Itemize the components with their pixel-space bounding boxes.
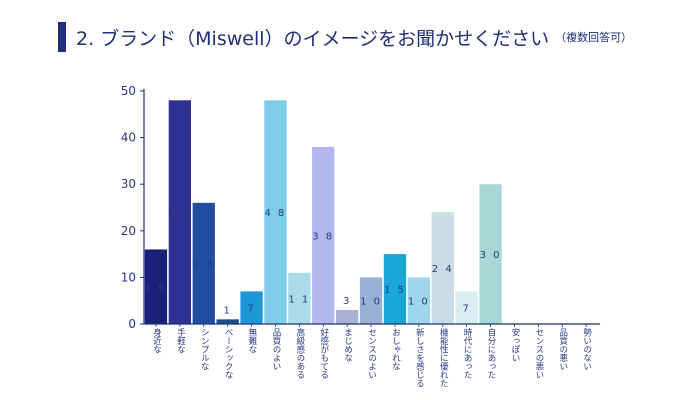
y-tick-label: 30 — [121, 177, 136, 191]
bar — [407, 277, 430, 324]
data-label: 1 1 — [288, 294, 310, 305]
y-tick-label: 10 — [121, 270, 136, 284]
bar — [336, 310, 359, 324]
x-category-label: センスの悪い — [533, 328, 544, 379]
x-category-label: 好感がもてる — [318, 328, 329, 379]
bar — [264, 100, 287, 324]
page-subtitle: （複数回答可） — [555, 31, 633, 44]
page-title: 2. ブランド（Miswell）のイメージをお聞かせください — [76, 27, 550, 50]
data-label: 3 0 — [480, 250, 502, 261]
data-label: 2 6 — [193, 259, 215, 270]
x-category-label: ベーシックな — [223, 328, 234, 379]
bar — [312, 146, 335, 324]
x-category-label: 手軽な — [175, 328, 186, 354]
data-label: 7 — [247, 304, 255, 315]
data-label: 7 — [462, 304, 470, 315]
bar — [240, 291, 263, 324]
bar — [455, 291, 478, 324]
y-tick-label: 20 — [121, 224, 136, 238]
x-category-label: 品質のよい — [270, 328, 281, 371]
x-category-label: 身近な — [151, 328, 162, 354]
y-tick-label: 0 — [128, 317, 136, 331]
x-category-label: シンプルな — [199, 328, 210, 371]
y-tick-label: 40 — [121, 131, 136, 145]
x-category-label: 安っぽい — [509, 328, 520, 362]
data-label: 4 8 — [264, 208, 286, 219]
data-label: 3 8 — [312, 231, 334, 242]
data-label: 4 8 — [169, 208, 191, 219]
data-label: 1 0 — [408, 297, 430, 308]
bar — [479, 184, 502, 324]
bar — [144, 249, 168, 324]
bar — [431, 212, 454, 324]
bar — [288, 272, 311, 324]
x-category-label: 自分にあった — [486, 328, 497, 379]
title-accent-bar — [58, 22, 66, 52]
bar — [383, 254, 407, 324]
x-category-label: センスのよい — [366, 328, 377, 379]
x-category-label: 品質の悪い — [557, 328, 568, 371]
data-label: 1 6 — [145, 283, 167, 294]
bar — [168, 100, 191, 324]
data-label: 3 — [343, 296, 351, 307]
data-label: 1 — [223, 305, 231, 316]
bar — [192, 202, 215, 324]
x-category-label: まじめな — [342, 328, 353, 362]
x-category-label: 高級感のある — [294, 328, 305, 379]
x-category-label: 時代にあった — [462, 328, 473, 379]
data-label: 1 5 — [384, 285, 406, 296]
x-category-label: 無難な — [247, 328, 258, 354]
chart-title: 2. ブランド（Miswell）のイメージをお聞かせください （複数回答可） — [58, 22, 632, 52]
x-category-label: 勢いのない — [581, 328, 592, 371]
bar — [359, 277, 383, 324]
y-tick-label: 50 — [121, 84, 136, 98]
data-label: 2 4 — [432, 264, 454, 275]
x-category-label: 機能性に優れた — [438, 328, 449, 388]
x-category-label: 新しさを感じる — [414, 328, 425, 388]
x-category-label: おしゃれな — [390, 328, 401, 371]
bar — [216, 319, 239, 324]
data-label: 1 0 — [360, 297, 382, 308]
